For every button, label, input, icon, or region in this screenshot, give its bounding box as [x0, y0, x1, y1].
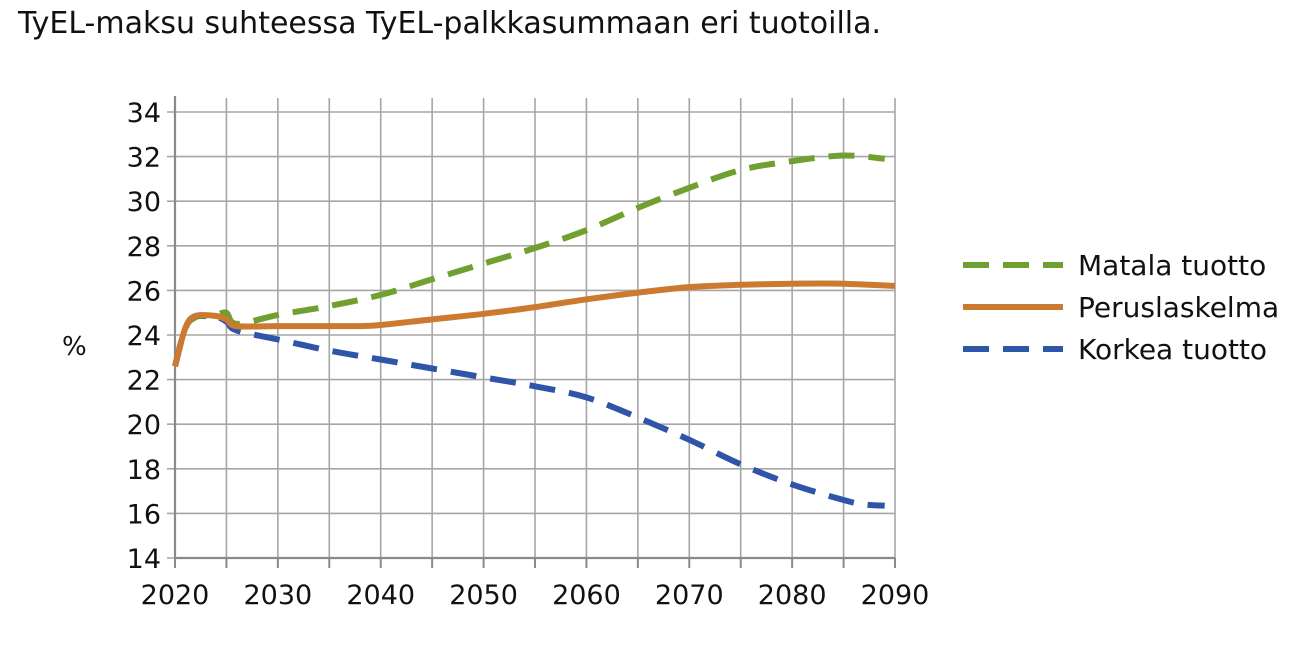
legend-label: Peruslaskelma	[1078, 291, 1279, 324]
y-tick-labels: 14 16 18 20 22 24 26 28 30 32 34	[127, 98, 161, 575]
x-tick-label: 2080	[758, 580, 827, 611]
y-tick-label: 18	[127, 455, 161, 486]
y-tick-label: 20	[127, 410, 161, 441]
y-tick-label: 34	[127, 98, 161, 129]
x-tick-labels: 2020 2030 2040 2050 2060 2070 2080 2090	[141, 580, 930, 611]
x-tick-label: 2020	[141, 580, 210, 611]
y-tick-label: 32	[127, 143, 161, 174]
series-line-peruslaskelma	[172, 280, 896, 367]
y-tick-label: 14	[127, 544, 161, 575]
y-tick-label: 28	[127, 232, 161, 263]
x-tick-label: 2060	[552, 580, 621, 611]
grid	[167, 98, 896, 559]
y-tick-label: 26	[127, 276, 161, 307]
y-tick-label: 16	[127, 499, 161, 530]
axes	[173, 96, 896, 568]
legend-label: Korkea tuotto	[1078, 333, 1267, 366]
x-tick-label: 2040	[346, 580, 415, 611]
y-tick-label: 30	[127, 187, 161, 218]
x-tick-label: 2090	[861, 580, 930, 611]
series-lines	[172, 152, 896, 509]
legend: Matala tuotto Peruslaskelma Korkea tuotto	[963, 249, 1279, 366]
x-tick-label: 2030	[243, 580, 312, 611]
legend-label: Matala tuotto	[1078, 249, 1266, 282]
y-tick-label: 24	[127, 321, 161, 352]
y-tick-label: 22	[127, 366, 161, 397]
chart-title: TyEL-maksu suhteessa TyEL-palkkasummaan …	[18, 6, 882, 41]
y-axis-label: %	[62, 332, 87, 362]
x-tick-label: 2070	[655, 580, 724, 611]
series-line-korkea-tuotto	[172, 312, 885, 509]
x-tick-label: 2050	[449, 580, 518, 611]
